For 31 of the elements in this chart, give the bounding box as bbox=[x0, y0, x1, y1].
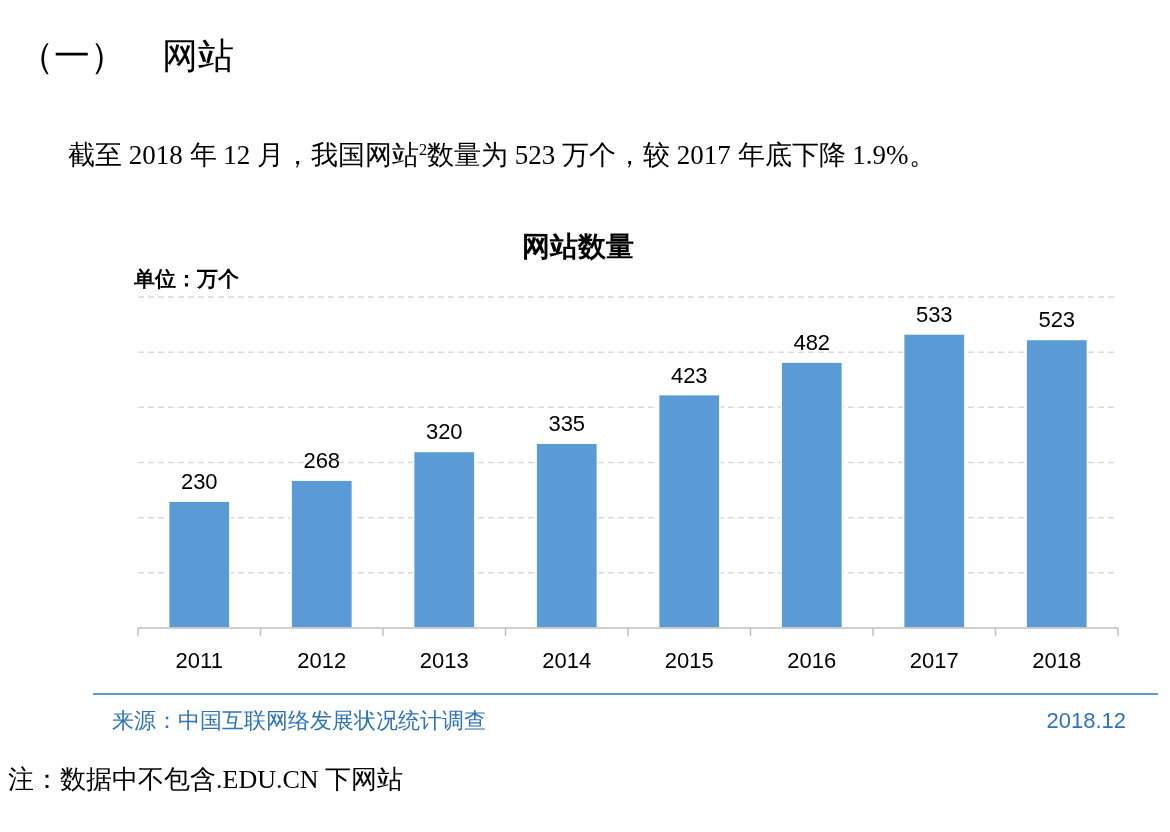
x-tick-label: 2015 bbox=[664, 648, 714, 673]
x-tick-label: 2016 bbox=[787, 648, 837, 673]
bar bbox=[412, 450, 476, 629]
y-axis-title: 单位：万个 bbox=[133, 267, 239, 290]
chart-title: 网站数量 bbox=[522, 231, 634, 262]
data-label: 230 bbox=[180, 469, 218, 495]
data-label: 268 bbox=[303, 448, 341, 474]
x-tick-label: 2014 bbox=[542, 648, 592, 673]
bar bbox=[290, 479, 354, 629]
x-tick-label: 2018 bbox=[1032, 648, 1082, 673]
data-label: 523 bbox=[1038, 307, 1076, 333]
data-label: 320 bbox=[425, 419, 463, 445]
x-tick-label: 2011 bbox=[175, 648, 223, 673]
x-tick-label: 2012 bbox=[297, 648, 347, 673]
bar bbox=[1025, 338, 1089, 629]
text: 2018.12 bbox=[1046, 708, 1126, 733]
text: 截至 2018 年 12 月，我国网站$^{2}$数量为 523 万个，较 2017 年底下降 1.9%。 bbox=[68, 140, 936, 170]
data-label: 335 bbox=[548, 411, 586, 437]
bar bbox=[780, 361, 844, 629]
data-label: 533 bbox=[915, 301, 953, 327]
x-tick-label: 2017 bbox=[909, 648, 959, 673]
bar bbox=[535, 442, 599, 629]
text: 注：数据中不包含.EDU.CN 下网站 bbox=[8, 765, 404, 794]
data-label: 423 bbox=[670, 362, 708, 388]
x-tick-label: 2013 bbox=[419, 648, 469, 673]
bar bbox=[167, 500, 231, 629]
text: （一） 网站 bbox=[18, 36, 234, 76]
bar bbox=[902, 333, 966, 629]
source-note: 来源：中国互联网络发展状况统计调查 bbox=[112, 708, 486, 733]
bar bbox=[657, 393, 721, 629]
data-label: 482 bbox=[793, 330, 831, 356]
